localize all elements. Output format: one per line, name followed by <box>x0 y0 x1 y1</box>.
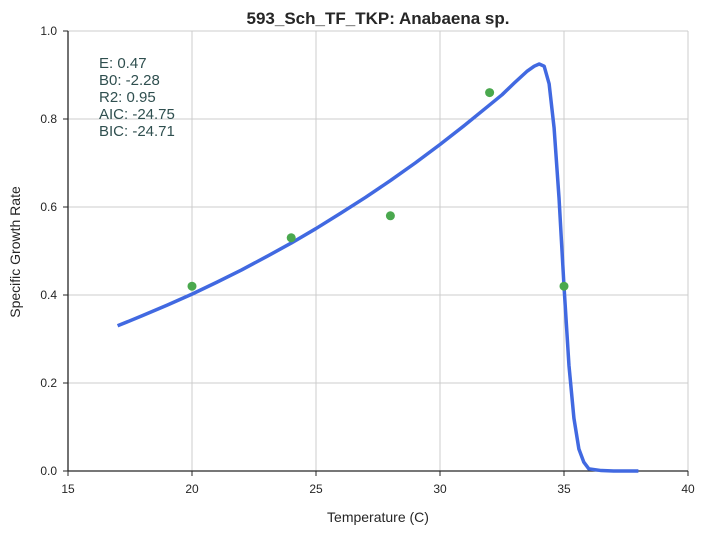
grid-lines <box>67 30 689 472</box>
stat-line: BIC: -24.71 <box>99 123 175 140</box>
chart-title: 593_Sch_TF_TKP: Anabaena sp. <box>247 9 510 28</box>
x-tick-label: 20 <box>185 482 199 496</box>
y-tick-label: 0.4 <box>40 288 57 302</box>
data-point <box>286 233 296 243</box>
x-tick-label: 30 <box>433 482 447 496</box>
x-axis-label: Temperature (C) <box>327 509 429 525</box>
x-tick-label: 35 <box>557 482 571 496</box>
stat-line: E: 0.47 <box>99 55 147 72</box>
y-tick-label: 0.2 <box>40 376 57 390</box>
x-tick-label: 15 <box>61 482 75 496</box>
stat-line: B0: -2.28 <box>99 72 160 89</box>
y-axis-label: Specific Growth Rate <box>7 186 23 318</box>
data-points <box>187 88 569 291</box>
x-tick-label: 40 <box>681 482 695 496</box>
stat-line: AIC: -24.75 <box>99 106 175 123</box>
tick-labels: 15 20 25 30 35 40 0.0 0.2 0.4 0.6 0.8 1.0 <box>40 24 695 496</box>
data-point <box>559 281 569 291</box>
data-point <box>385 211 395 221</box>
axes <box>63 30 689 476</box>
y-tick-label: 0.6 <box>40 200 57 214</box>
stat-line: R2: 0.95 <box>99 89 156 106</box>
x-tick-label: 25 <box>309 482 323 496</box>
data-point <box>187 281 197 291</box>
data-point <box>485 88 495 98</box>
y-tick-label: 0.8 <box>40 112 57 126</box>
fit-curve <box>116 62 639 473</box>
y-tick-label: 1.0 <box>40 24 57 38</box>
y-tick-label: 0.0 <box>40 464 57 478</box>
